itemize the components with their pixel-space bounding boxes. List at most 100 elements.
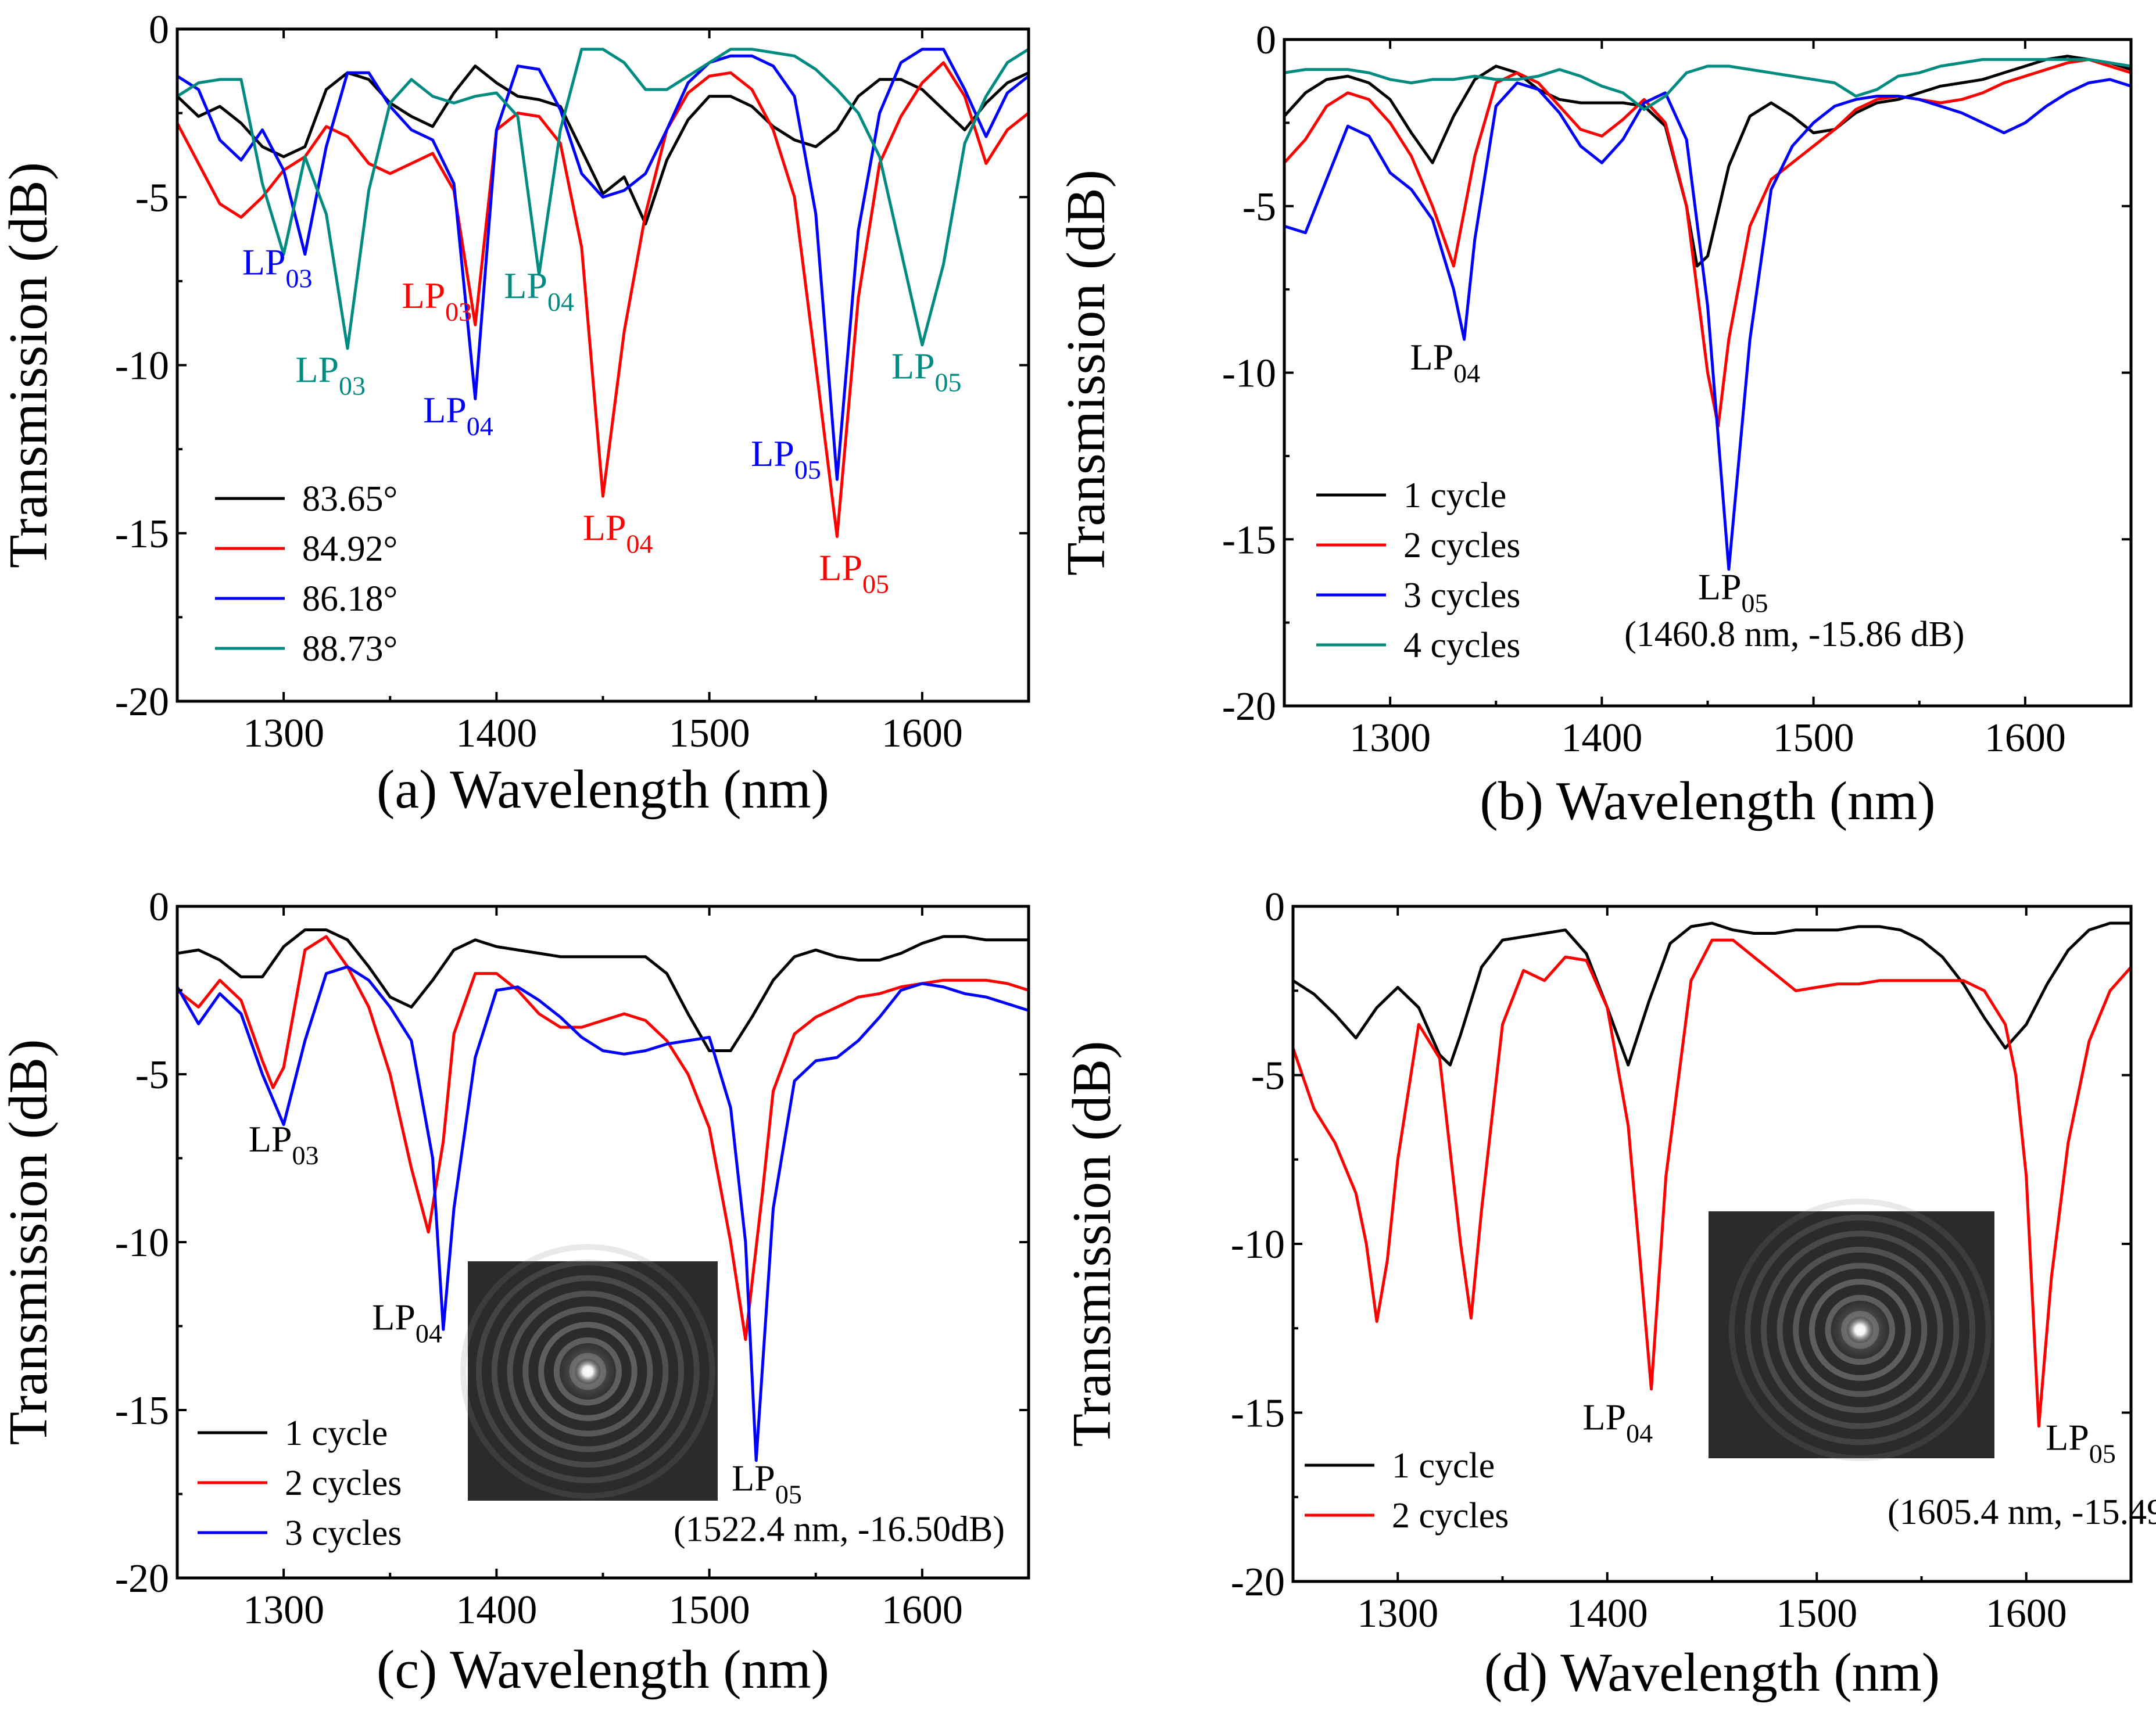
y-tick-label: -10 <box>115 344 169 389</box>
mode-label: LP03 <box>242 241 313 293</box>
legend-entry: 2 cycles <box>1392 1496 1509 1536</box>
min-point-label: (1460.8 nm, -15.86 dB) <box>1624 615 1965 654</box>
beam-profile-inset <box>1709 1199 1994 1461</box>
x-tick-label: 1300 <box>1357 1591 1438 1636</box>
y-axis-title: Transmission (dB) <box>0 1039 59 1445</box>
series-line-1-cycle <box>1293 921 2131 1067</box>
series-line-3-cycles <box>177 965 1029 1462</box>
legend-entry: 2 cycles <box>285 1463 402 1503</box>
legend: 1 cycle 2 cycles 3 cycles 4 cycles <box>1316 476 1520 665</box>
mode-label: LP03 <box>249 1118 319 1170</box>
x-tick-label: 1400 <box>1561 716 1642 761</box>
mode-label: LP03 <box>402 275 472 327</box>
panel-a: 1300 1400 1500 1600 0 -5 -10 -15 -20 Transmission… <box>0 8 1030 820</box>
mode-label: LP05 <box>732 1458 802 1509</box>
mode-label: LP05 <box>891 346 962 397</box>
y-tick-label: -15 <box>115 512 169 557</box>
series-line-1-cycle <box>1284 55 2131 268</box>
y-tick-label: -20 <box>115 680 169 724</box>
y-tick-label: -5 <box>1242 185 1276 229</box>
y-axis-title: Transmission (dB) <box>1056 170 1116 576</box>
legend-entry: 88.73° <box>302 629 397 669</box>
y-tick-label: -10 <box>1222 351 1276 396</box>
legend-entry: 2 cycles <box>1403 526 1520 565</box>
panel-d: 1300 1400 1500 1600 0 -5 -10 -15 -20 Transmission… <box>1062 885 2156 1703</box>
series-line-83-65 <box>177 64 1029 225</box>
mode-label: LP04 <box>423 389 493 441</box>
y-tick-label: -5 <box>135 1053 169 1097</box>
x-tick-label: 1600 <box>882 1588 963 1633</box>
series-line-2-cycles <box>1293 938 2131 1428</box>
x-tick-label: 1500 <box>669 711 750 756</box>
y-tick-label: 0 <box>1256 18 1276 63</box>
panel-c: 1300 1400 1500 1600 0 -5 -10 -15 -20 Transmission… <box>0 885 1030 1700</box>
x-axis-title: (a) Wavelength (nm) <box>377 759 829 820</box>
x-tick-label: 1400 <box>456 711 537 756</box>
mode-label: LP05 <box>2046 1416 2116 1468</box>
y-axis-title: Transmission (dB) <box>1062 1041 1122 1447</box>
y-tick-label: -10 <box>115 1221 169 1265</box>
min-point-label: (1522.4 nm, -16.50dB) <box>674 1509 1005 1549</box>
x-tick-label: 1300 <box>243 1588 324 1633</box>
x-tick-label: 1600 <box>1985 716 2066 761</box>
series-line-1-cycle <box>177 928 1029 1052</box>
x-tick-label: 1400 <box>456 1588 537 1633</box>
y-tick-label: -20 <box>1222 684 1276 729</box>
mode-label: LP04 <box>1410 336 1480 388</box>
y-tick-label: -20 <box>1231 1560 1285 1605</box>
x-tick-label: 1500 <box>1773 716 1854 761</box>
legend-entry: 86.18° <box>302 579 397 619</box>
legend-entry: 1 cycle <box>1403 476 1506 515</box>
x-tick-label: 1400 <box>1567 1591 1648 1636</box>
series-line-88-73 <box>177 48 1029 350</box>
y-tick-label: -15 <box>1231 1391 1285 1436</box>
mode-label: LP04 <box>1582 1397 1653 1448</box>
min-point-label: (1605.4 nm, -15.49 dB) <box>1888 1493 2156 1532</box>
legend-entry: 1 cycle <box>1392 1446 1495 1486</box>
mode-label: LP05 <box>1698 566 1768 618</box>
x-tick-label: 1600 <box>882 711 963 756</box>
mode-label: LP04 <box>372 1296 442 1348</box>
series-line-3-cycles <box>1284 78 2131 571</box>
x-axis-title: (c) Wavelength (nm) <box>377 1640 829 1700</box>
y-tick-label: -20 <box>115 1556 169 1601</box>
legend: 1 cycle 2 cycles 3 cycles <box>198 1414 402 1553</box>
legend-entry: 3 cycles <box>1403 576 1520 615</box>
x-axis-title: (b) Wavelength (nm) <box>1480 771 1935 831</box>
y-axis-title: Transmission (dB) <box>0 162 59 568</box>
series-line-2-cycles <box>1284 58 2131 428</box>
legend-entry: 3 cycles <box>285 1513 402 1553</box>
y-tick-label: -15 <box>1222 518 1276 562</box>
beam-profile-inset <box>460 1244 718 1501</box>
legend-entry: 83.65° <box>302 479 397 519</box>
x-tick-label: 1500 <box>1776 1591 1857 1636</box>
x-axis-title: (d) Wavelength (nm) <box>1484 1642 1940 1703</box>
series-line-4-cycles <box>1284 58 2131 111</box>
y-tick-label: -5 <box>135 175 169 220</box>
y-tick-label: 0 <box>149 8 169 52</box>
legend-entry: 4 cycles <box>1403 626 1520 665</box>
legend: 1 cycle 2 cycles <box>1305 1446 1509 1536</box>
x-tick-label: 1300 <box>1349 716 1431 761</box>
legend-entry: 1 cycle <box>285 1414 388 1453</box>
legend: 83.65° 84.92° 86.18° 88.73° <box>215 479 397 669</box>
y-tick-label: -10 <box>1231 1222 1285 1267</box>
mode-label: LP05 <box>819 547 889 599</box>
mode-label: LP04 <box>583 507 653 558</box>
panel-b: 1300 1400 1500 1600 0 -5 -10 -15 -20 Transmission… <box>1056 18 2133 831</box>
x-tick-label: 1500 <box>669 1588 750 1633</box>
x-tick-label: 1300 <box>243 711 324 756</box>
series-line-84-92 <box>177 61 1029 538</box>
mode-label: LP04 <box>504 265 574 317</box>
series-line-86-18 <box>177 48 1029 481</box>
mode-label: LP03 <box>295 349 366 400</box>
y-tick-label: -15 <box>115 1389 169 1433</box>
y-tick-label: -5 <box>1251 1054 1285 1099</box>
legend-entry: 84.92° <box>302 529 397 569</box>
mode-label: LP05 <box>751 433 821 485</box>
y-tick-label: 0 <box>149 885 169 930</box>
series-line-2-cycles <box>177 935 1029 1341</box>
y-tick-label: 0 <box>1265 885 1285 930</box>
x-tick-label: 1600 <box>1986 1591 2067 1636</box>
